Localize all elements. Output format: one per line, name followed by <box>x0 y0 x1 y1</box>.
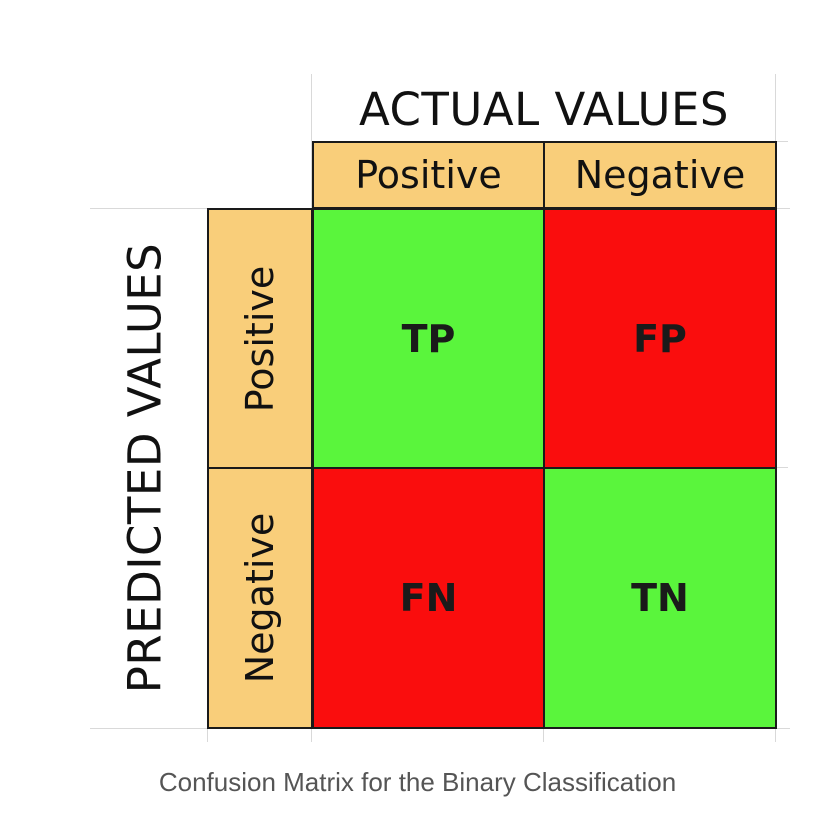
predicted-header-positive-text: Positive <box>238 265 282 412</box>
figure-caption: Confusion Matrix for the Binary Classifi… <box>158 766 677 797</box>
predicted-header-positive: Positive <box>207 208 313 469</box>
gridline-horizontal <box>776 141 788 142</box>
actual-values-title: ACTUAL VALUES <box>359 82 729 136</box>
cell-false-negative: FN <box>312 467 545 729</box>
cell-true-positive: TP <box>312 208 545 469</box>
gridline-vertical <box>543 728 544 742</box>
predicted-values-title-text: PREDICTED VALUES <box>118 242 172 694</box>
predicted-values-title: PREDICTED VALUES <box>100 208 190 728</box>
gridline-horizontal <box>776 467 788 468</box>
predicted-header-negative-text: Negative <box>238 512 282 684</box>
predicted-header-negative: Negative <box>207 467 313 729</box>
cell-true-negative: TN <box>543 467 777 729</box>
cell-false-positive: FP <box>543 208 777 469</box>
actual-header-positive: Positive <box>312 141 545 209</box>
actual-header-negative: Negative <box>543 141 777 209</box>
gridline-vertical <box>207 728 208 742</box>
